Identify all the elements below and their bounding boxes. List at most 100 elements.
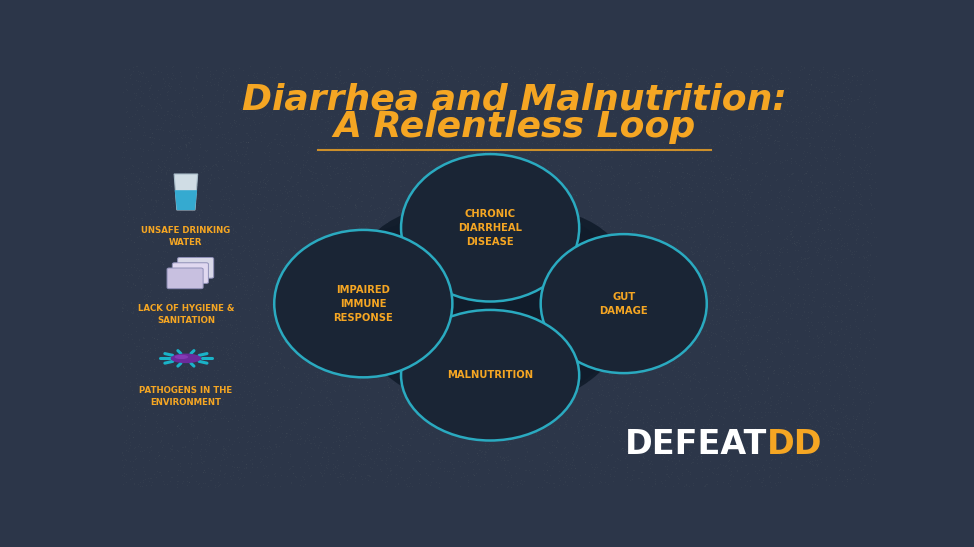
Point	[802, 345, 817, 353]
Point	[681, 391, 696, 400]
Point	[140, 163, 156, 172]
Point	[626, 142, 642, 151]
Point	[445, 210, 461, 219]
Point	[730, 295, 745, 304]
Point	[183, 420, 199, 429]
Point	[225, 190, 241, 199]
Point	[863, 148, 879, 156]
Point	[477, 439, 493, 447]
Point	[775, 379, 791, 388]
Point	[614, 305, 629, 314]
Point	[802, 368, 817, 377]
Point	[655, 85, 670, 94]
Point	[772, 260, 788, 269]
Point	[851, 271, 867, 280]
Point	[284, 107, 300, 115]
Point	[136, 117, 152, 125]
Point	[674, 101, 690, 110]
Point	[515, 311, 531, 319]
Point	[781, 193, 797, 201]
Point	[860, 168, 876, 177]
Point	[439, 467, 455, 476]
Point	[704, 468, 720, 476]
Point	[302, 253, 318, 262]
Point	[172, 292, 188, 301]
Point	[145, 226, 161, 235]
Point	[573, 129, 588, 137]
Point	[290, 277, 306, 286]
Point	[829, 311, 844, 319]
Point	[419, 468, 434, 477]
Point	[157, 208, 172, 217]
Point	[731, 422, 747, 430]
Point	[782, 258, 798, 266]
Point	[222, 147, 238, 155]
Point	[853, 86, 869, 95]
Point	[236, 336, 251, 345]
Point	[126, 217, 141, 226]
Point	[446, 276, 462, 284]
Point	[425, 261, 440, 270]
Point	[513, 475, 529, 484]
Point	[350, 114, 365, 123]
Point	[856, 107, 872, 115]
Point	[598, 352, 614, 360]
Point	[461, 142, 476, 150]
Point	[453, 418, 468, 427]
Point	[385, 404, 400, 413]
Point	[300, 334, 316, 342]
Point	[399, 345, 415, 354]
Point	[407, 206, 423, 215]
Point	[719, 428, 734, 437]
Point	[454, 441, 469, 450]
Point	[684, 183, 699, 192]
Point	[853, 426, 869, 435]
Point	[351, 133, 366, 142]
Point	[416, 202, 431, 211]
Point	[732, 138, 748, 147]
Point	[147, 177, 163, 185]
Point	[282, 450, 298, 458]
Point	[857, 461, 873, 470]
Point	[302, 294, 318, 302]
Point	[845, 194, 861, 203]
Point	[785, 371, 801, 380]
Point	[185, 275, 201, 283]
Point	[853, 191, 869, 200]
Point	[644, 222, 659, 230]
Point	[861, 79, 877, 88]
Point	[302, 133, 318, 142]
Point	[674, 168, 690, 177]
Point	[118, 122, 133, 131]
Point	[587, 146, 603, 154]
Point	[494, 429, 509, 438]
Point	[213, 406, 229, 415]
Point	[652, 144, 667, 153]
Point	[490, 186, 506, 195]
Point	[668, 248, 684, 257]
Point	[667, 372, 683, 381]
Point	[632, 309, 648, 317]
Point	[335, 297, 351, 306]
Point	[291, 363, 307, 371]
Point	[391, 249, 406, 258]
Point	[593, 164, 609, 172]
Point	[598, 74, 614, 83]
Point	[554, 300, 570, 309]
Point	[586, 362, 602, 371]
Point	[742, 335, 758, 344]
Point	[686, 269, 701, 277]
Point	[378, 334, 393, 342]
Point	[131, 114, 146, 123]
Point	[119, 174, 134, 183]
Point	[190, 181, 206, 189]
Point	[411, 456, 427, 465]
Point	[537, 438, 552, 446]
Point	[712, 299, 728, 307]
Point	[375, 341, 391, 350]
Point	[438, 203, 454, 212]
Point	[859, 410, 875, 419]
Point	[318, 140, 334, 149]
Point	[211, 187, 227, 195]
Point	[839, 281, 854, 290]
